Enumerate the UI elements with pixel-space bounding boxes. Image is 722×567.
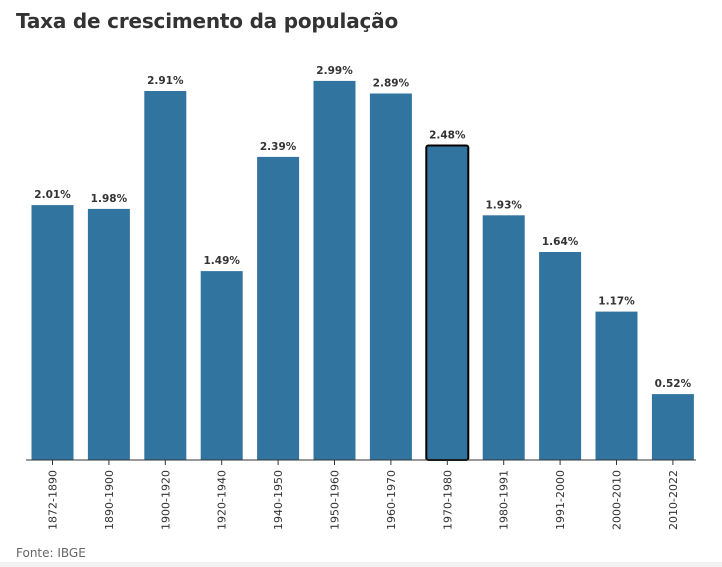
value-labels-layer: 2.01% 1.98% 2.91% 1.49% 2.39% 2.99% 2.89% 2.48%… [34,65,691,390]
value-label-2000-2010: 1.17% [598,296,635,308]
bar-1920-1940 [200,271,243,460]
bar-chart: 2.01% 1.98% 2.91% 1.49% 2.39% 2.99% 2.89% 2.48%… [26,65,696,530]
bars-layer [31,80,694,461]
bar-2000-2010 [595,311,638,460]
chart-title: Taxa de crescimento da população [16,9,398,33]
value-label-1980-1991: 1.93% [485,199,522,211]
bar-1980-1991 [482,215,525,460]
bar-1970-1980 [425,144,470,461]
bar-1872-1890 [31,205,74,460]
bar-2010-2022 [651,394,694,460]
value-label-1900-1920: 2.91% [147,75,184,87]
bar-1890-1900 [87,208,130,460]
bar-1950-1960 [313,80,356,461]
x-tick-label-1920-1940: 1920-1940 [216,470,229,530]
x-tick-label-1970-1980: 1970-1980 [441,470,454,530]
value-label-1960-1970: 2.89% [373,78,410,90]
x-tick-label-1890-1900: 1890-1900 [103,470,116,530]
x-tick-label-1900-1920: 1900-1920 [159,470,172,530]
value-label-1940-1950: 2.39% [260,141,297,153]
x-tick-label-1872-1890: 1872-1890 [47,470,60,530]
x-tick-label-1960-1970: 1960-1970 [385,470,398,530]
bar-1900-1920 [144,91,187,460]
bar-1960-1970 [369,93,412,460]
x-ticks-layer [52,460,674,465]
x-tick-label-2000-2010: 2000-2010 [611,470,624,530]
value-label-1872-1890: 2.01% [34,189,71,201]
x-tick-label-1950-1960: 1950-1960 [329,470,342,530]
bottom-strip [0,562,722,567]
bar-1940-1950 [257,156,300,460]
x-tick-label-1991-2000: 1991-2000 [554,470,567,530]
x-tick-label-1980-1991: 1980-1991 [498,470,511,530]
x-tick-labels-layer: 1872-1890 1890-1900 1900-1920 1920-1940 1940… [47,470,680,530]
chart-source: Fonte: IBGE [16,546,86,560]
x-tick-label-1940-1950: 1940-1950 [272,470,285,530]
value-label-1950-1960: 2.99% [316,65,353,77]
value-label-1890-1900: 1.98% [91,193,128,205]
bar-1991-2000 [539,252,582,460]
value-label-1970-1980: 2.48% [429,130,466,142]
value-label-1920-1940: 1.49% [203,255,240,267]
x-tick-label-2010-2022: 2010-2022 [667,470,680,530]
value-label-2010-2022: 0.52% [655,378,692,390]
value-label-1991-2000: 1.64% [542,236,579,248]
